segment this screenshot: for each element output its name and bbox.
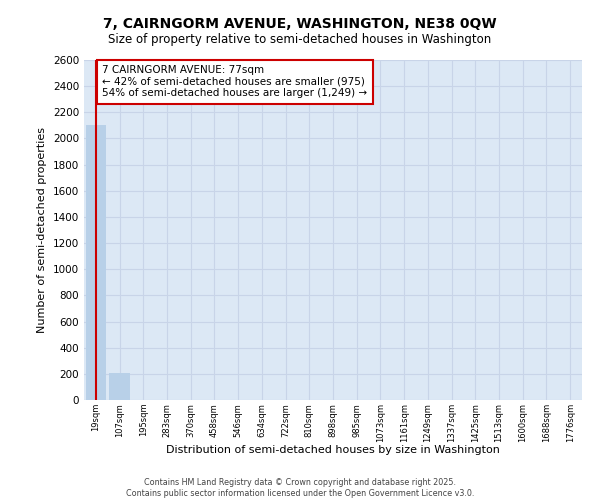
Text: 7, CAIRNGORM AVENUE, WASHINGTON, NE38 0QW: 7, CAIRNGORM AVENUE, WASHINGTON, NE38 0Q…: [103, 18, 497, 32]
Text: Size of property relative to semi-detached houses in Washington: Size of property relative to semi-detach…: [109, 32, 491, 46]
Text: Contains HM Land Registry data © Crown copyright and database right 2025.
Contai: Contains HM Land Registry data © Crown c…: [126, 478, 474, 498]
Bar: [109, 372, 130, 400]
Bar: [86, 126, 106, 400]
Y-axis label: Number of semi-detached properties: Number of semi-detached properties: [37, 127, 47, 333]
Text: 7 CAIRNGORM AVENUE: 77sqm
← 42% of semi-detached houses are smaller (975)
54% of: 7 CAIRNGORM AVENUE: 77sqm ← 42% of semi-…: [103, 65, 368, 98]
X-axis label: Distribution of semi-detached houses by size in Washington: Distribution of semi-detached houses by …: [166, 445, 500, 455]
